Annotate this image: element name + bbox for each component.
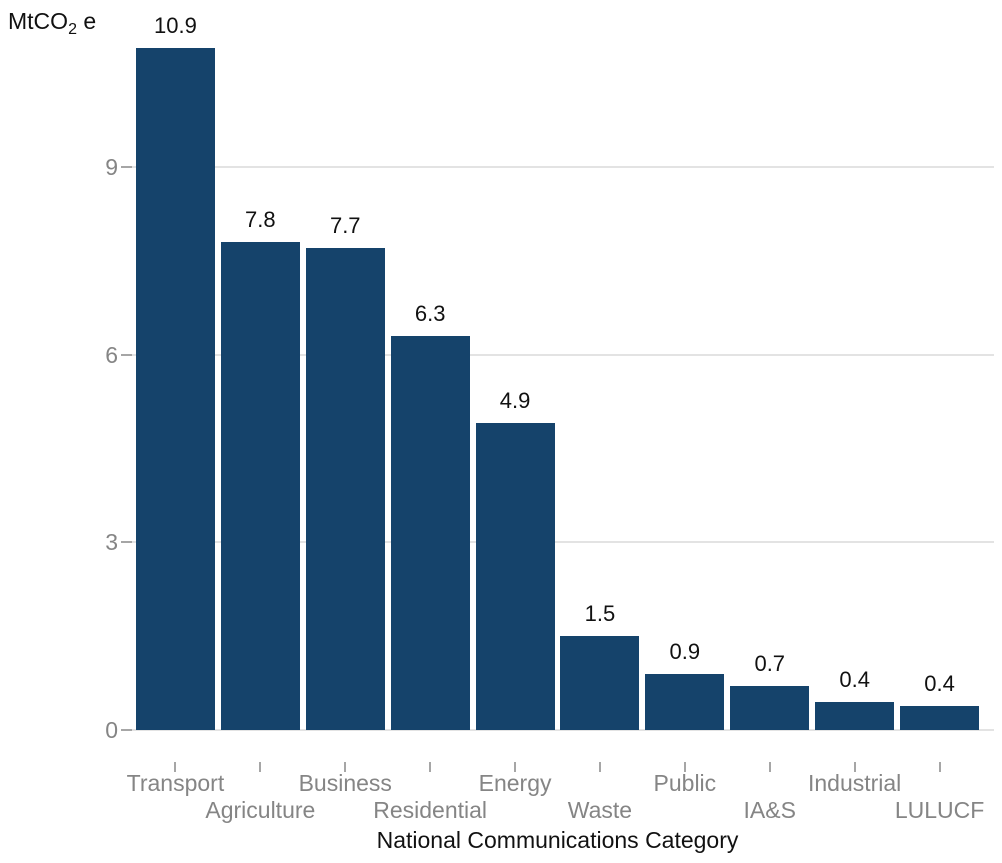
bar-energy bbox=[475, 423, 555, 730]
category-label: Residential bbox=[373, 797, 488, 823]
bar-business bbox=[305, 248, 385, 730]
y-tick-label: 3 bbox=[105, 529, 118, 556]
gridline-y-3 bbox=[125, 541, 994, 544]
x-tick-mark bbox=[683, 762, 686, 772]
bar-value-label: 7.8 bbox=[245, 206, 276, 232]
bar-value-label: 10.9 bbox=[154, 13, 197, 38]
y-axis-unit-subscript: 2 bbox=[68, 21, 77, 38]
gridline-y-9 bbox=[125, 165, 994, 168]
x-tick-mark bbox=[514, 762, 517, 772]
category-label: Waste bbox=[567, 797, 633, 823]
bar-value-label: 1.5 bbox=[584, 601, 616, 627]
bar-value-label: 0.9 bbox=[669, 638, 701, 664]
bar-waste bbox=[560, 636, 640, 730]
y-tick-label: 6 bbox=[105, 341, 118, 368]
bar-ia-s bbox=[730, 686, 810, 730]
y-tick-mark bbox=[121, 353, 132, 356]
y-axis-unit-label: MtCO2 e bbox=[8, 8, 96, 39]
x-axis-title: National Communications Category bbox=[376, 827, 739, 853]
bar-value-label: 0.4 bbox=[839, 666, 870, 692]
category-label: Business bbox=[298, 770, 392, 796]
category-label: Agriculture bbox=[205, 797, 316, 823]
y-tick-mark bbox=[121, 541, 132, 544]
bar-value-label: 0.7 bbox=[754, 651, 786, 677]
category-label: Energy bbox=[478, 770, 552, 796]
y-tick-mark bbox=[121, 165, 132, 168]
bar-value-label: 0.4 bbox=[924, 671, 955, 697]
bar-value-label: 6.3 bbox=[414, 300, 446, 326]
bar-value-label: 7.7 bbox=[329, 213, 361, 239]
category-label: Public bbox=[653, 770, 717, 796]
bar-value-label: 4.9 bbox=[499, 388, 531, 414]
gridline-y-6 bbox=[125, 353, 994, 356]
x-tick-mark bbox=[853, 762, 856, 772]
gridline-y-0 bbox=[125, 729, 994, 731]
y-axis-unit-prefix: MtCO bbox=[8, 8, 69, 34]
x-tick-mark bbox=[344, 762, 347, 772]
category-label: LULUCF bbox=[894, 797, 985, 823]
x-tick-mark bbox=[938, 762, 941, 772]
y-tick-mark bbox=[121, 729, 132, 731]
category-label: Transport bbox=[126, 770, 225, 796]
x-tick-mark bbox=[259, 762, 262, 772]
bar-industrial bbox=[815, 701, 895, 730]
bar-lulucf bbox=[900, 706, 980, 730]
y-tick-label: 0 bbox=[105, 717, 118, 743]
category-label: IA&S bbox=[743, 797, 796, 823]
bar-transport bbox=[135, 48, 215, 730]
y-tick-label: 9 bbox=[105, 153, 118, 180]
x-tick-mark bbox=[174, 762, 177, 772]
y-axis-unit-suffix: e bbox=[76, 8, 97, 34]
bar-residential bbox=[390, 335, 470, 730]
x-tick-mark bbox=[429, 762, 432, 772]
category-label: Industrial bbox=[807, 770, 902, 796]
bar-public bbox=[645, 673, 725, 730]
x-tick-mark bbox=[768, 762, 771, 772]
x-tick-mark bbox=[598, 762, 601, 772]
bar-agriculture bbox=[220, 241, 300, 730]
